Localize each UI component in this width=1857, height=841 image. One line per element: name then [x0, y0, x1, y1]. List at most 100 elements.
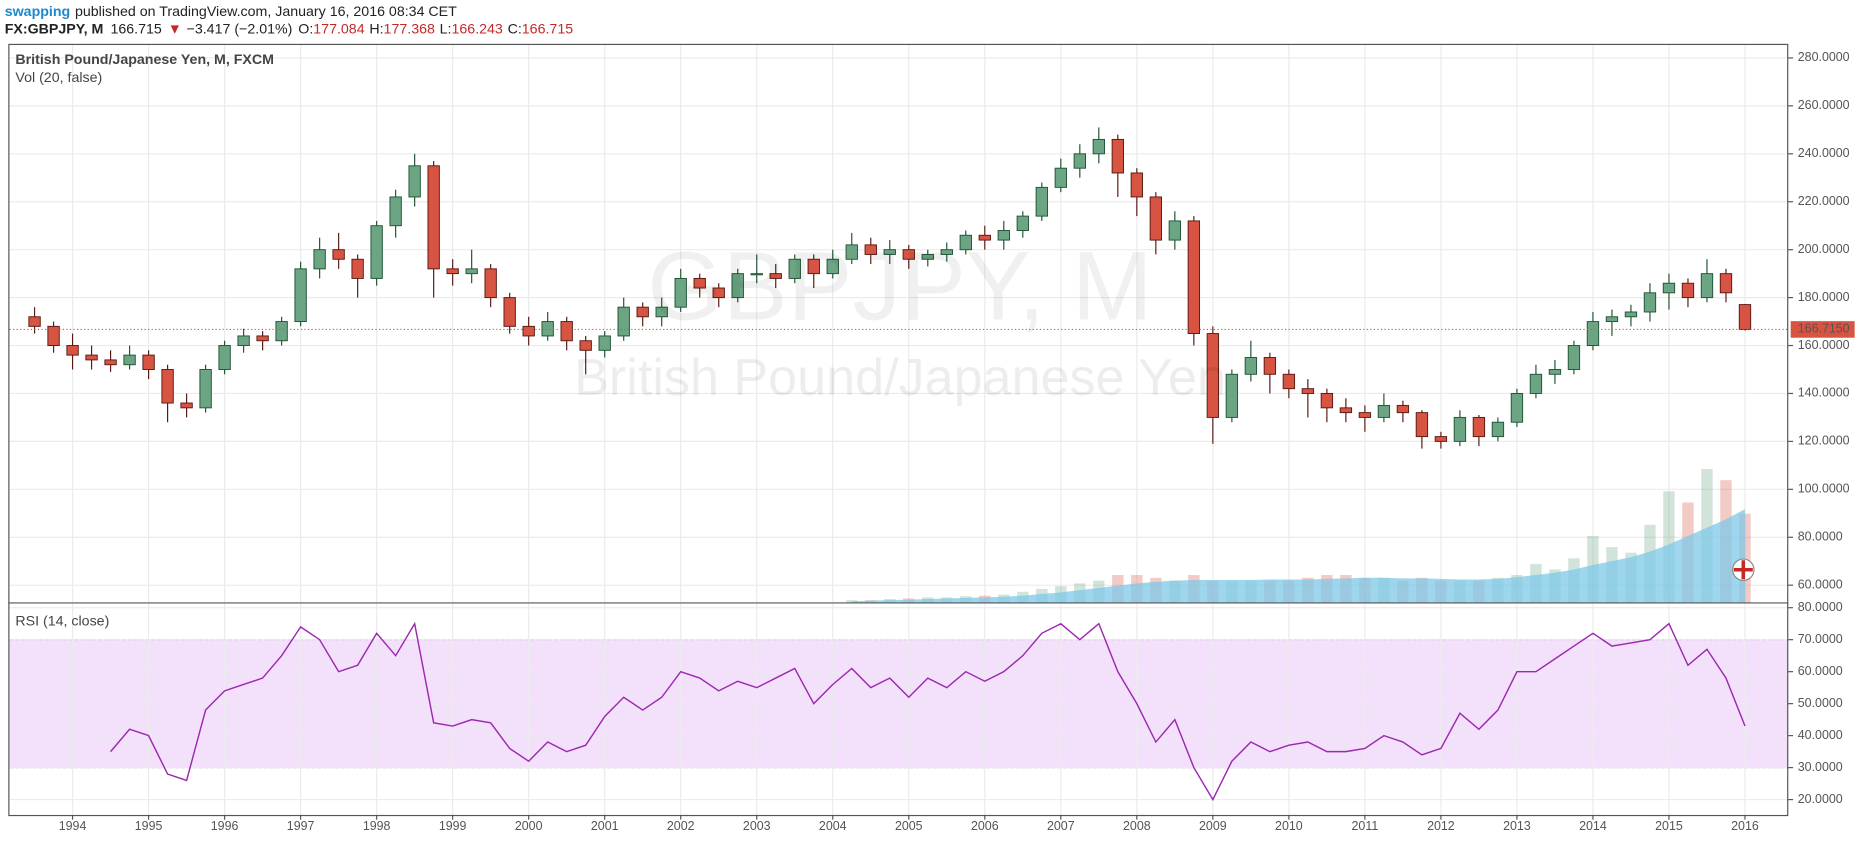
x-tick-label: 2012 [1427, 819, 1455, 833]
candle-body [123, 354, 136, 366]
candle-body [389, 196, 402, 227]
x-tick-label: 1995 [135, 819, 163, 833]
y-tick-label: 140.0000 [1798, 386, 1850, 400]
ohlc-value: 177.368 [384, 21, 435, 37]
candle-body [1244, 357, 1258, 375]
candle-body [902, 249, 915, 260]
x-tick-label: 2010 [1275, 819, 1303, 833]
candle-body [693, 277, 706, 289]
x-tick-label: 2015 [1655, 819, 1683, 833]
candle-body [1054, 167, 1067, 188]
candle-body [1187, 220, 1201, 335]
x-tick-label: 2011 [1352, 819, 1379, 833]
candle-body [47, 325, 60, 347]
candle-body [1586, 321, 1600, 347]
candle-body [1472, 416, 1486, 438]
candle-body [1206, 333, 1220, 418]
candle-body [1320, 392, 1334, 409]
candle-body [1073, 153, 1086, 169]
candle-body [237, 335, 250, 347]
candle-body [408, 165, 421, 198]
chart-title: British Pound/Japanese Yen, M, FXCM [15, 52, 274, 68]
candle-body [104, 359, 117, 366]
x-tick-label: 1999 [439, 819, 467, 833]
candle-body [1396, 404, 1410, 414]
candle-body [1700, 273, 1714, 299]
volume-legend: Vol (20, false) [15, 70, 102, 86]
x-tick-label: 2007 [1047, 819, 1075, 833]
y-tick-label: 40.0000 [1798, 728, 1843, 742]
candle-body [1529, 373, 1543, 394]
x-tick-label: 2003 [743, 819, 771, 833]
header-line-1: swapping published on TradingView.com, Ja… [5, 4, 457, 20]
candle-body [1339, 407, 1353, 414]
candle-body [636, 306, 649, 318]
candle-body [351, 258, 364, 279]
y-tick-label: 80.0000 [1798, 530, 1843, 544]
candle-body [1301, 388, 1315, 394]
candle-body [617, 306, 630, 337]
candle-body [484, 268, 497, 299]
candle-body [883, 249, 896, 255]
y-tick-label: 180.0000 [1798, 290, 1850, 304]
x-tick-label: 2014 [1579, 819, 1607, 833]
x-tick-label: 2009 [1199, 819, 1227, 833]
y-tick-label: 120.0000 [1798, 434, 1850, 448]
candle-body [579, 340, 592, 351]
candle-body [503, 297, 516, 327]
watermark-name: British Pound/Japanese Yen [574, 349, 1226, 407]
candle-body [1491, 421, 1505, 438]
candle-body [864, 244, 877, 255]
candle-body [788, 258, 801, 279]
candle-body [921, 253, 934, 260]
candle-body [161, 369, 174, 404]
rsi-line [110, 621, 1746, 802]
candle-body [845, 244, 858, 260]
candle-body [1168, 220, 1182, 241]
x-tick-label: 1994 [59, 819, 87, 833]
ohlc-value: 166.243 [452, 21, 503, 37]
candle-body [1149, 196, 1163, 241]
candle-body [598, 335, 611, 351]
candle-body [1624, 311, 1638, 318]
candle-body [1738, 304, 1752, 330]
y-tick-label: 70.0000 [1798, 632, 1843, 646]
x-tick-label: 2008 [1123, 819, 1151, 833]
y-tick-label: 260.0000 [1798, 98, 1850, 112]
user[interactable]: swapping [5, 4, 70, 20]
candle-body [275, 321, 288, 342]
candle-body [427, 165, 440, 270]
candle-body [674, 277, 687, 308]
candle-body [313, 249, 326, 270]
y-tick-label: 20.0000 [1798, 792, 1843, 806]
candle-body [1358, 412, 1372, 418]
ohlc-label: C: [508, 21, 522, 37]
candle-body [370, 225, 383, 279]
ohlc-label: O: [298, 21, 313, 37]
symbol: FX:GBPJPY, M [5, 21, 104, 37]
candle-body [1719, 273, 1733, 294]
candle-body [1434, 436, 1448, 442]
candle-body [541, 321, 554, 337]
candle-body [1605, 316, 1619, 323]
ohlc-value: 177.084 [313, 21, 364, 37]
candle-body [807, 258, 820, 275]
candle-body [66, 345, 79, 356]
candle-body [1548, 369, 1562, 375]
candle-body [199, 369, 212, 409]
change: −3.417 (−2.01%) [187, 21, 293, 37]
frame [8, 43, 1789, 817]
y-tick-label: 220.0000 [1798, 194, 1850, 208]
x-tick-label: 1998 [363, 819, 391, 833]
candle-body [294, 268, 307, 323]
candle-body [997, 230, 1010, 241]
x-tick-label: 2013 [1503, 819, 1531, 833]
candle-body [1453, 416, 1467, 442]
ohlc-label: H: [369, 21, 383, 37]
last-price-label: 166.7150 [1798, 322, 1850, 336]
candle-body [940, 249, 953, 255]
candle-body [1662, 282, 1676, 294]
last-price-tag [1790, 321, 1855, 338]
candle-body [1282, 373, 1296, 390]
